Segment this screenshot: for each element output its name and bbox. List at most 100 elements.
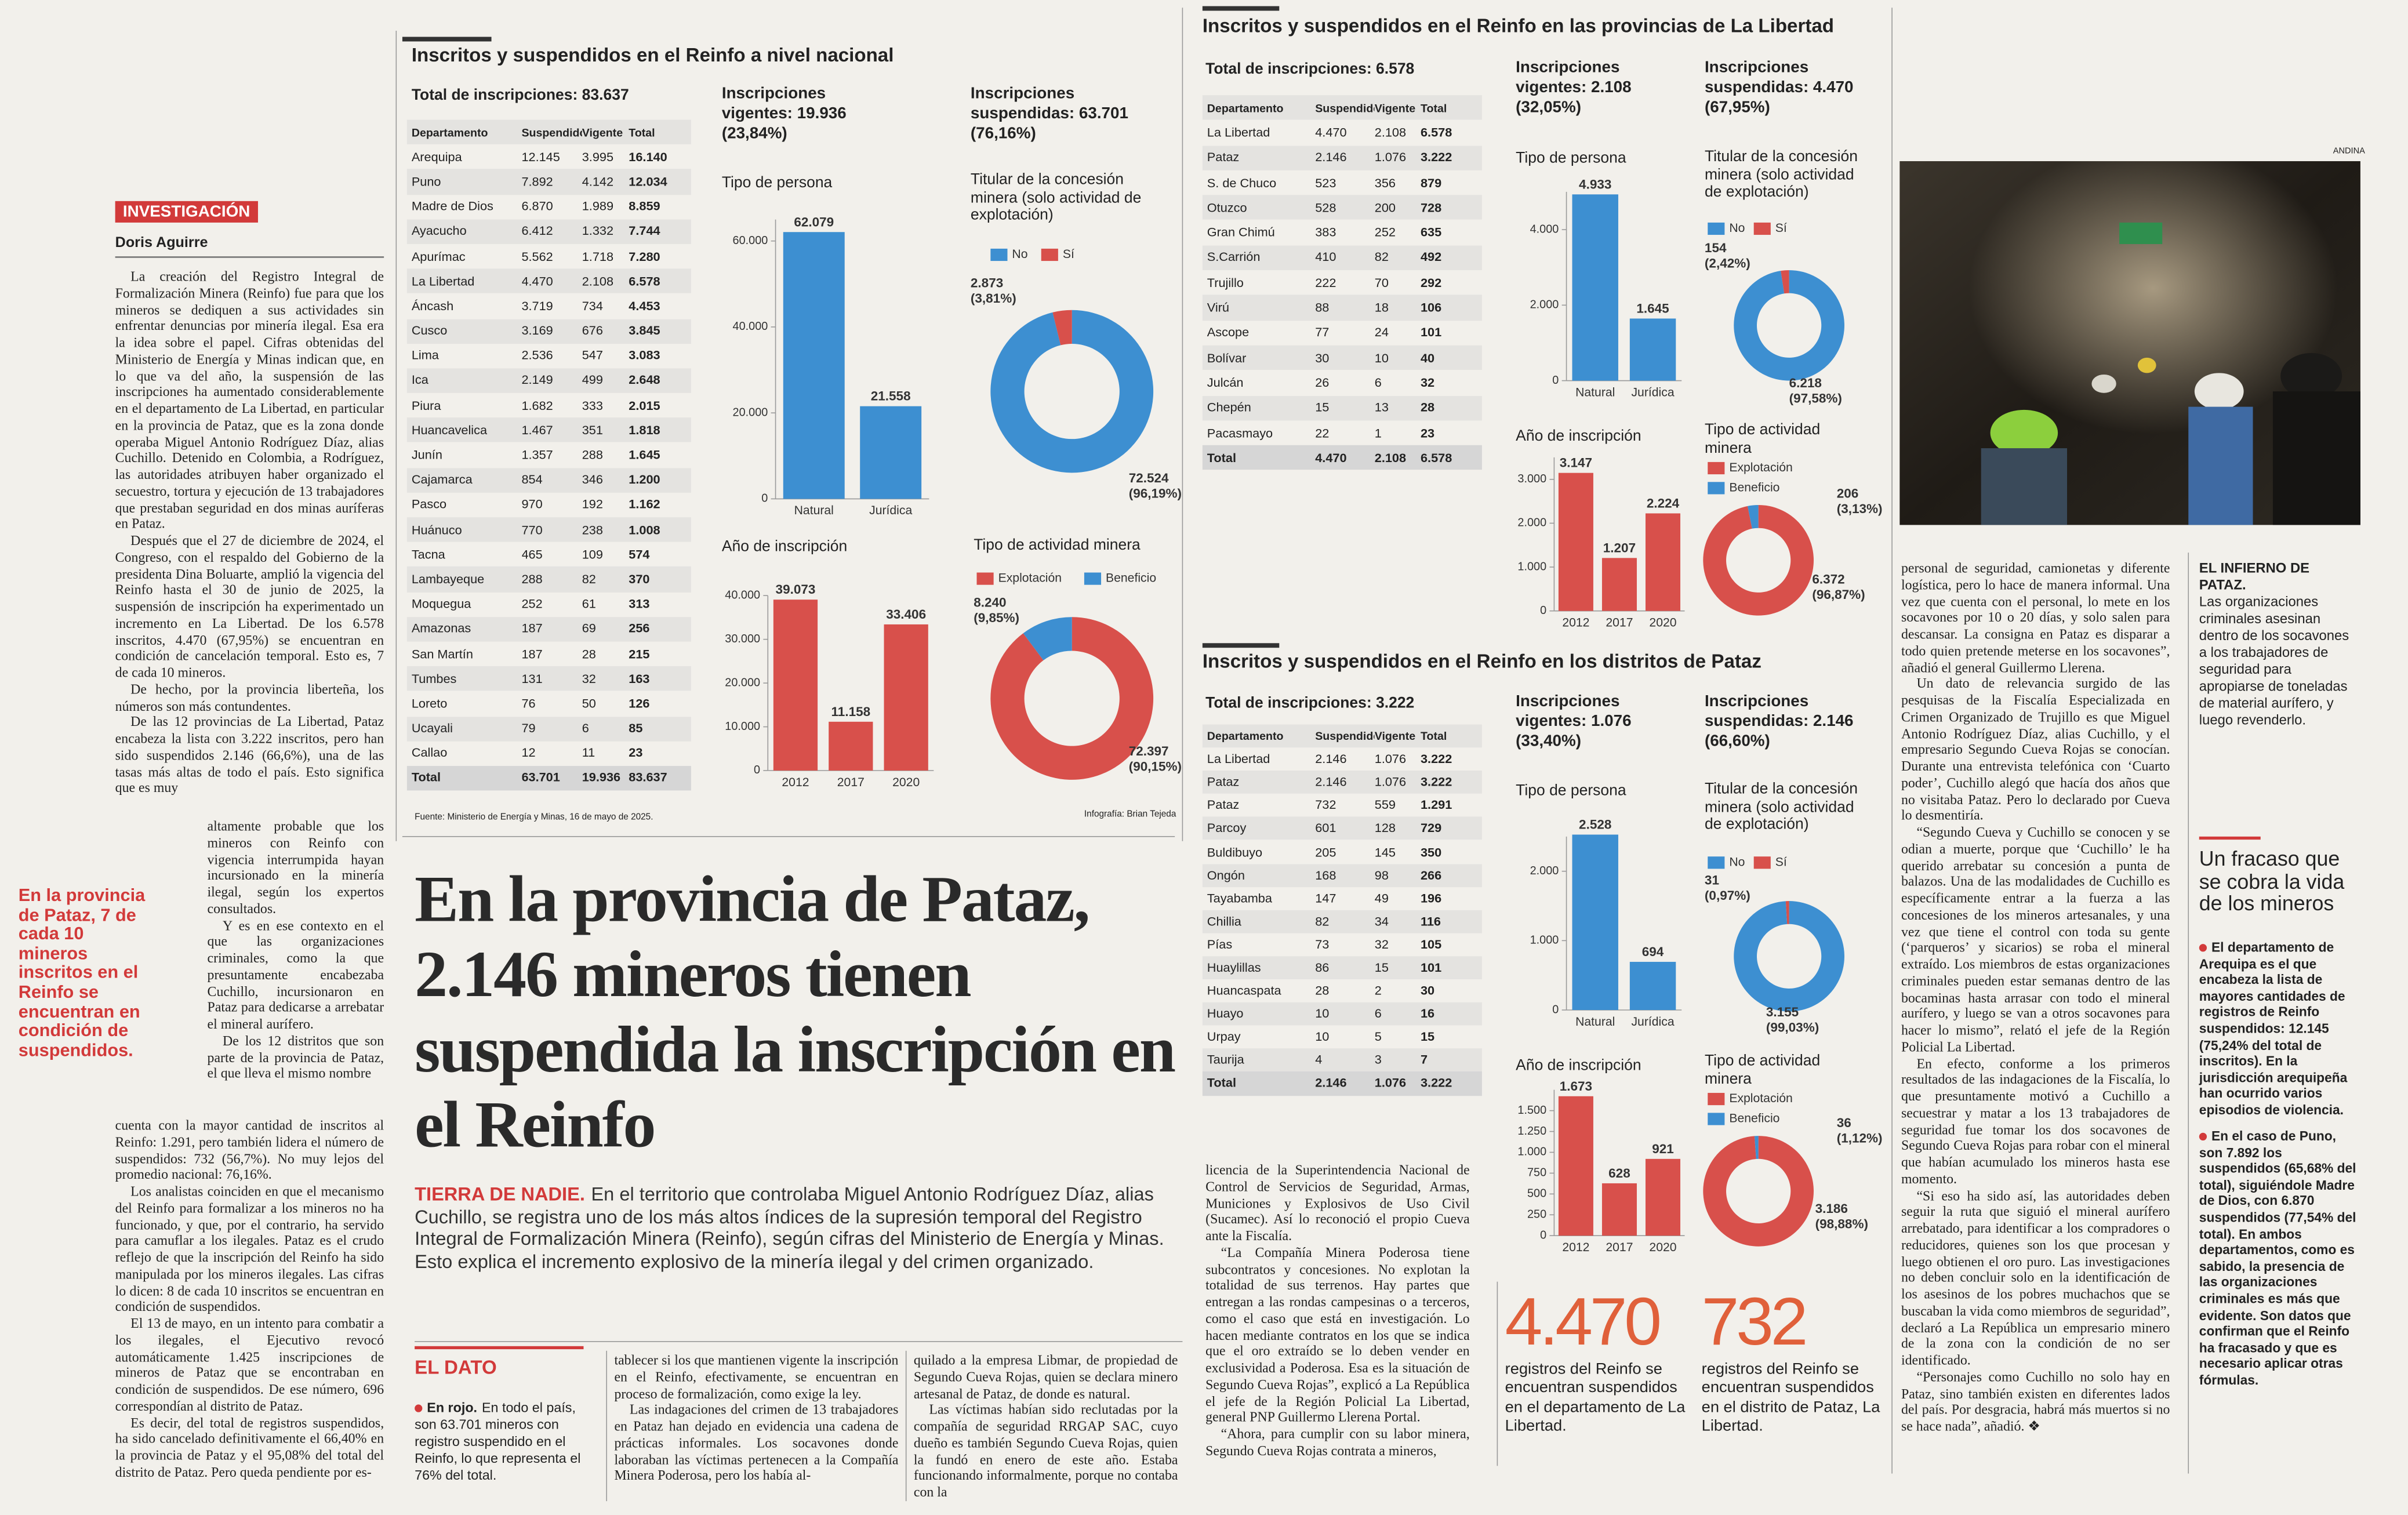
table-row: Ayacucho 6.412 1.332 7.744 <box>406 219 691 244</box>
chart-title: Año de inscripción <box>1516 1058 1641 1075</box>
table-cell: 7.892 <box>521 175 553 189</box>
table-cell: 288 <box>521 572 543 587</box>
table-cell: 356 <box>1374 176 1396 190</box>
table-cell: Buldibuyo <box>1207 845 1263 859</box>
dato-rule <box>415 1346 584 1350</box>
table-row: Chepén 15 13 28 <box>1202 395 1482 421</box>
table-row: Pataz 2.146 1.076 3.222 <box>1202 771 1482 794</box>
table-cell: 2.108 <box>582 274 614 288</box>
table-cell: 163 <box>629 671 650 686</box>
table-cell: Total <box>629 125 655 139</box>
y-tick-label: 500 <box>1527 1187 1546 1200</box>
bar <box>1645 1158 1681 1236</box>
table-cell: 215 <box>629 646 650 661</box>
paragraph: De hecho, por la provincia liberteña, lo… <box>115 681 384 713</box>
table-row: Huayo 10 6 16 <box>1202 1002 1482 1026</box>
table-cell: 3.222 <box>1420 1077 1452 1091</box>
table-cell: 729 <box>1420 822 1442 836</box>
author: Doris Aguirre <box>115 235 384 258</box>
table-row: Ascope 77 24 101 <box>1203 320 1482 345</box>
paragraph: Los analistas coinciden en que el mecani… <box>115 1183 384 1314</box>
table-row: San Martín 187 28 215 <box>407 641 691 666</box>
table-cell: 2.146 <box>1315 775 1347 790</box>
category-label: Natural <box>1575 1015 1615 1029</box>
table-cell: 3.222 <box>1420 752 1452 766</box>
table-cell: 30 <box>1315 351 1330 365</box>
paragraph: De las 12 provincias de La Libertad, Pat… <box>115 714 384 796</box>
table-cell: 3.083 <box>629 348 660 363</box>
donut-slice <box>1781 270 1789 294</box>
category-label: 2012 <box>782 776 809 789</box>
legend-label: No <box>1729 221 1745 235</box>
donut-slice <box>1734 901 1844 1012</box>
text-column: licencia de la Superintendencia Nacional… <box>1205 1162 1470 1466</box>
table-cell: 101 <box>1420 326 1442 340</box>
bar <box>884 624 928 771</box>
bullet <box>2199 1132 2207 1141</box>
donut-slice <box>1748 505 1759 529</box>
table-cell: 205 <box>1315 845 1336 859</box>
table-row: Tumbes 131 32 163 <box>406 666 691 692</box>
slice-percent-label: (98,88%) <box>1815 1217 1868 1231</box>
sidebar-item-text: En el caso de Puno, son 7.892 los suspen… <box>2199 1128 2356 1388</box>
table-cell: 1.008 <box>629 522 660 537</box>
slice-value-label: 8.240 <box>974 595 1006 609</box>
table-row: Total 2.146 1.076 3.222 <box>1202 1071 1482 1095</box>
table-cell: 5 <box>1374 1030 1382 1044</box>
table-cell: 635 <box>1420 226 1442 240</box>
table-row: Ucayali 79 6 85 <box>406 716 691 741</box>
bar-value-label: 694 <box>1642 944 1664 959</box>
table-cell: Huancavelica <box>411 423 488 438</box>
table-cell: Moquegua <box>411 597 471 612</box>
legend-label: Sí <box>1775 221 1787 235</box>
legend-swatch <box>1041 248 1058 261</box>
table-cell: Total <box>1207 1077 1236 1091</box>
bar <box>1629 961 1676 1011</box>
table-row: Tacna 465 109 574 <box>407 542 691 567</box>
category-label: 2017 <box>1606 616 1633 629</box>
paragraph: personal de seguridad, camionetas y dife… <box>1901 560 2170 675</box>
legend-label: Sí <box>1775 855 1787 869</box>
table-cell: 528 <box>1315 201 1336 215</box>
table-cell: 6.412 <box>521 224 553 239</box>
y-tick-label: 1.500 <box>1517 1104 1546 1117</box>
table-cell: 3.995 <box>582 150 614 164</box>
table-cell: 32 <box>582 671 596 686</box>
table-cell: Otuzco <box>1207 201 1247 215</box>
table-cell: Total <box>1207 450 1236 465</box>
table-cell: Tayabamba <box>1207 891 1272 906</box>
title-rule <box>1202 6 1280 11</box>
table-cell: 192 <box>582 497 603 512</box>
chart-title: Tipo de actividad minera <box>974 537 1141 554</box>
table-cell: 222 <box>1315 275 1336 290</box>
table-cell: Arequipa <box>411 150 462 164</box>
table-cell: 82 <box>1374 250 1389 265</box>
chart-title: Tipo de persona <box>721 175 833 192</box>
table-cell: 2.536 <box>521 348 553 363</box>
table-cell: 15 <box>1315 401 1330 415</box>
table-cell: Callao <box>411 746 448 761</box>
table-cell: 187 <box>521 646 543 661</box>
category-label: Jurídica <box>1631 386 1674 399</box>
table-row: Departamento Suspendido Vigente Total <box>1202 95 1482 121</box>
table-cell: Trujillo <box>1207 275 1244 290</box>
table-cell: 732 <box>1315 798 1336 813</box>
table-cell: 6.578 <box>629 274 660 288</box>
y-tick-label: 250 <box>1527 1208 1546 1220</box>
sidebar-rule <box>2199 836 2261 840</box>
table-cell: 6 <box>1374 1007 1382 1021</box>
total-label: Total de inscripciones: 3.222 <box>1205 695 1415 713</box>
table-cell: Áncash <box>411 299 454 313</box>
table-cell: 10 <box>1374 351 1389 365</box>
slice-value-label: 3.155 <box>1766 1005 1799 1019</box>
table-row: Junín 1.357 288 1.645 <box>407 443 691 468</box>
table-cell: Ascope <box>1207 326 1250 340</box>
table-cell: 3.845 <box>629 324 660 338</box>
table-cell: Tacna <box>411 547 445 562</box>
table-cell: Vigente <box>582 125 623 139</box>
table-cell: 292 <box>1420 275 1442 290</box>
bullet <box>2199 944 2207 952</box>
paragraph: “Si eso ha sido así, las autoridades deb… <box>1901 1187 2170 1368</box>
slice-value-label: 36 <box>1837 1116 1851 1130</box>
